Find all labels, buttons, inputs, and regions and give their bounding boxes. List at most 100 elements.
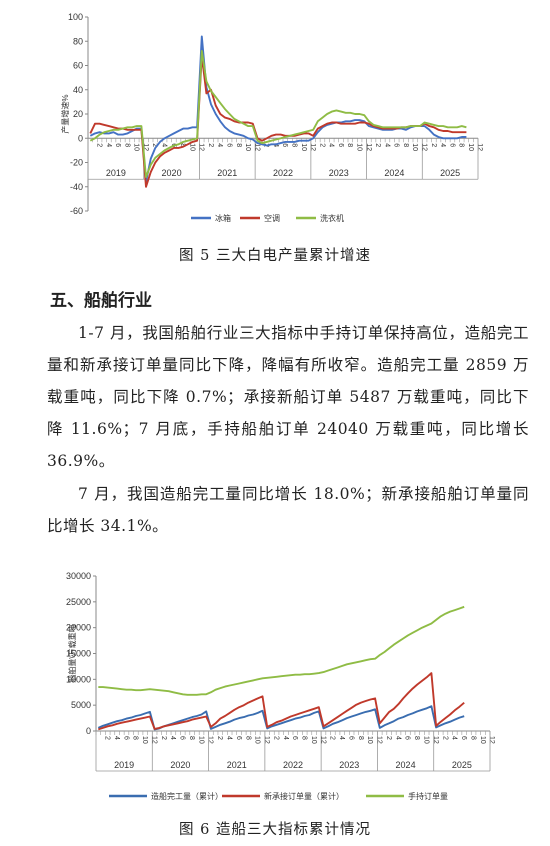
month-tick-label: 10 bbox=[141, 736, 148, 744]
month-tick-label: 6 bbox=[122, 736, 129, 740]
month-tick-label: 6 bbox=[225, 143, 232, 147]
month-tick-label: 10 bbox=[188, 143, 195, 151]
month-tick-label: 4 bbox=[282, 736, 289, 740]
y-tick-label: 30000 bbox=[66, 571, 91, 581]
month-tick-label: 8 bbox=[123, 143, 130, 147]
year-label: 2024 bbox=[396, 760, 416, 770]
y-tick-label: 5000 bbox=[71, 700, 91, 710]
month-tick-label: 12 bbox=[432, 736, 439, 744]
y-axis-title: 船舶量\万载重吨 bbox=[67, 624, 77, 682]
month-tick-label: 10 bbox=[422, 736, 429, 744]
month-tick-label: 10 bbox=[366, 736, 373, 744]
legend-label-3: 洗衣机 bbox=[320, 213, 344, 223]
year-label: 2024 bbox=[384, 168, 404, 178]
month-tick-label: 12 bbox=[420, 143, 427, 151]
month-tick-label: 10 bbox=[479, 736, 486, 744]
month-tick-label: 6 bbox=[347, 736, 354, 740]
y-tick-label: 20 bbox=[73, 109, 83, 119]
month-tick-label: 8 bbox=[469, 736, 476, 740]
month-tick-label: 12 bbox=[476, 143, 483, 151]
month-tick-label: 4 bbox=[451, 736, 458, 740]
y-tick-label: 20000 bbox=[66, 623, 91, 633]
month-tick-label: 2 bbox=[207, 143, 214, 147]
month-tick-label: 4 bbox=[225, 736, 232, 740]
month-tick-label: 4 bbox=[383, 143, 390, 147]
month-tick-label: 6 bbox=[337, 143, 344, 147]
month-tick-label: 6 bbox=[235, 736, 242, 740]
month-tick-label: 10 bbox=[310, 736, 317, 744]
month-tick-label: 10 bbox=[244, 143, 251, 151]
month-tick-label: 4 bbox=[169, 736, 176, 740]
month-tick-label: 10 bbox=[197, 736, 204, 744]
year-label: 2022 bbox=[283, 760, 303, 770]
month-tick-label: 8 bbox=[244, 736, 251, 740]
month-tick-label: 10 bbox=[254, 736, 261, 744]
year-label: 2020 bbox=[170, 760, 190, 770]
y-tick-label: -60 bbox=[70, 206, 83, 216]
month-tick-label: 2 bbox=[151, 143, 158, 147]
year-label: 2019 bbox=[106, 168, 126, 178]
month-tick-label: 10 bbox=[133, 143, 140, 151]
month-tick-label: 6 bbox=[393, 143, 400, 147]
series-line-1 bbox=[89, 35, 467, 183]
month-tick-label: 8 bbox=[235, 143, 242, 147]
year-label: 2019 bbox=[114, 760, 134, 770]
month-tick-label: 4 bbox=[439, 143, 446, 147]
month-tick-label: 12 bbox=[488, 736, 495, 744]
month-tick-label: 12 bbox=[365, 143, 372, 151]
figure6-chart: 0 5000 10000 15000 20000 25000 30000 船舶量\万载重吨 2 4… bbox=[0, 562, 550, 806]
year-label: 2023 bbox=[329, 168, 349, 178]
month-tick-label: 2 bbox=[160, 736, 167, 740]
month-tick-label: 4 bbox=[328, 143, 335, 147]
series-line-2 bbox=[98, 672, 465, 731]
month-tick-label: 8 bbox=[402, 143, 409, 147]
month-tick-label: 4 bbox=[216, 143, 223, 147]
month-tick-label: 12 bbox=[198, 143, 205, 151]
month-tick-label: 12 bbox=[253, 143, 260, 151]
month-tick-label: 2 bbox=[385, 736, 392, 740]
y-tick-label: 60 bbox=[73, 61, 83, 71]
month-tick-label: 2 bbox=[95, 143, 102, 147]
month-tick-label: 8 bbox=[357, 736, 364, 740]
month-tick-label: 6 bbox=[291, 736, 298, 740]
y-tick-label: 10000 bbox=[66, 674, 91, 684]
month-tick-label: 8 bbox=[413, 736, 420, 740]
section-heading: 五、船舶行业 bbox=[50, 291, 152, 311]
y-tick-label: -20 bbox=[70, 158, 83, 168]
figure6-caption: 图 6 造船三大指标累计情况 bbox=[179, 822, 371, 838]
month-tick-label: 8 bbox=[290, 143, 297, 147]
legend-label-2: 空调 bbox=[264, 213, 280, 223]
year-label: 2022 bbox=[273, 168, 293, 178]
legend-label-2: 新承接订单量（累计） bbox=[264, 791, 344, 801]
month-tick-label: 2 bbox=[272, 736, 279, 740]
y-tick-label: 25000 bbox=[66, 597, 91, 607]
month-tick-label: 2 bbox=[441, 736, 448, 740]
month-tick-label: 2 bbox=[329, 736, 336, 740]
y-tick-label: 40 bbox=[73, 85, 83, 95]
month-tick-label: 10 bbox=[411, 143, 418, 151]
y-tick-label: 15000 bbox=[66, 649, 91, 659]
month-tick-label: 12 bbox=[150, 736, 157, 744]
month-tick-label: 12 bbox=[376, 736, 383, 744]
y-tick-label: 0 bbox=[86, 726, 91, 736]
month-tick-label: 8 bbox=[179, 143, 186, 147]
month-tick-label: 10 bbox=[467, 143, 474, 151]
y-tick-label: 100 bbox=[68, 12, 83, 22]
month-tick-label: 10 bbox=[355, 143, 362, 151]
month-tick-label: 4 bbox=[105, 143, 112, 147]
month-tick-label: 2 bbox=[104, 736, 111, 740]
month-tick-label: 4 bbox=[113, 736, 120, 740]
legend-label-3: 手持订单量 bbox=[408, 791, 448, 801]
month-tick-label: 2 bbox=[374, 143, 381, 147]
year-label: 2025 bbox=[440, 168, 460, 178]
month-tick-label: 8 bbox=[132, 736, 139, 740]
legend-label-1: 冰箱 bbox=[215, 213, 231, 223]
month-tick-label: 2 bbox=[318, 143, 325, 147]
month-tick-label: 6 bbox=[114, 143, 121, 147]
y-tick-label: -40 bbox=[70, 182, 83, 192]
year-label: 2021 bbox=[227, 760, 247, 770]
month-tick-label: 12 bbox=[207, 736, 214, 744]
month-tick-label: 4 bbox=[394, 736, 401, 740]
